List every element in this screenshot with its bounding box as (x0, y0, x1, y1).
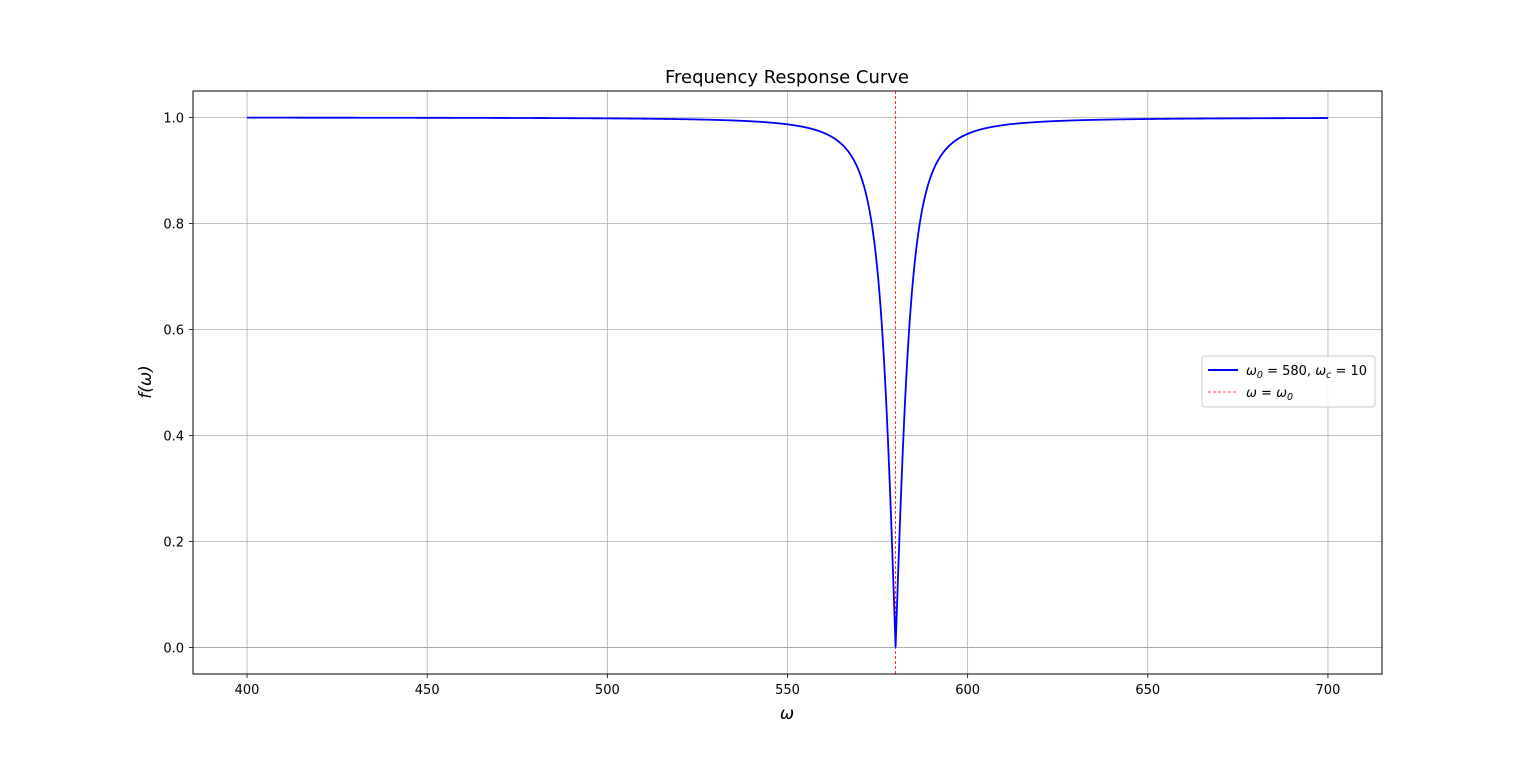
legend-entry-omega0: ω = ω0 (1246, 386, 1293, 403)
y-tick-label: 1.0 (163, 112, 184, 127)
x-tick-label: 450 (415, 683, 440, 698)
x-tick-label: 700 (1316, 683, 1341, 698)
y-tick-label: 0.6 (163, 324, 184, 339)
y-tick-label: 0.8 (163, 218, 184, 233)
x-axis-label: ω (780, 704, 794, 724)
chart-title: Frequency Response Curve (665, 67, 909, 88)
x-tick-label: 600 (955, 683, 980, 698)
legend-box (1201, 355, 1376, 408)
series-layer (247, 116, 1328, 648)
y-axis-ticks: 0.0 0.2 0.4 0.6 0.8 1.0 (163, 112, 193, 657)
response-curve (247, 116, 1328, 648)
reference-lines (193, 91, 1382, 674)
legend-entry-response: ω0 = 580, ωc = 10 (1246, 364, 1367, 381)
y-tick-label: 0.0 (163, 642, 184, 657)
y-axis-label: f(ω) (136, 365, 156, 399)
y-tick-label: 0.4 (163, 430, 184, 445)
x-tick-label: 500 (595, 683, 620, 698)
x-tick-label: 550 (775, 683, 800, 698)
y-tick-label: 0.2 (163, 536, 184, 551)
x-tick-label: 650 (1135, 683, 1160, 698)
x-tick-label: 400 (235, 683, 260, 698)
legend: ω0 = 580, ωc = 10 ω = ω0 (1201, 355, 1376, 408)
x-axis-ticks: 400 450 500 550 600 650 700 (235, 674, 1341, 698)
